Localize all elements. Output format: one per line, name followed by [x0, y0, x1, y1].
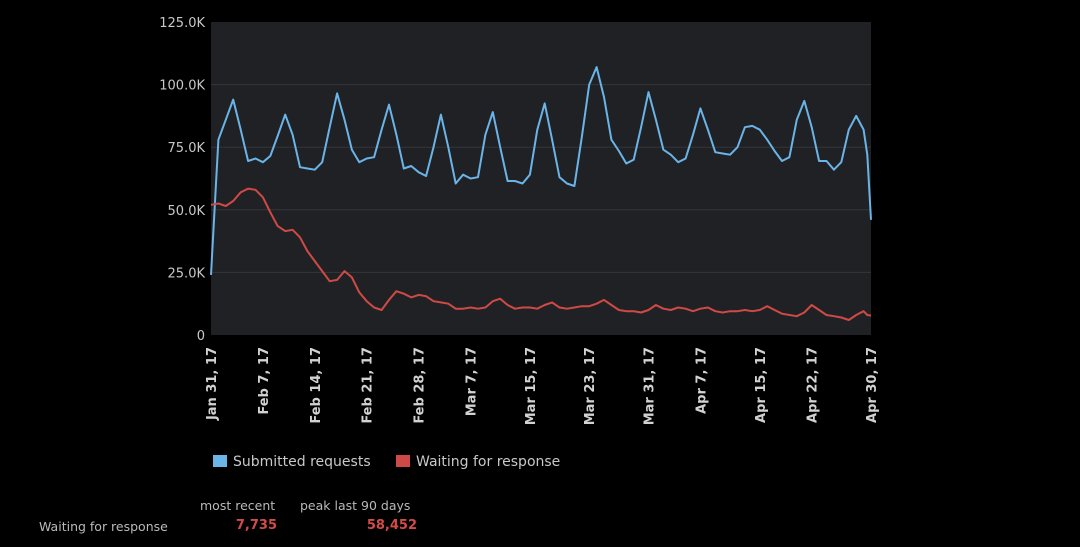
stats-header-peak: peak last 90 days: [300, 498, 411, 513]
x-tick-label-apr-15-17: Apr 15, 17: [754, 347, 769, 423]
y-tick-label-50-0k: 50.0K: [168, 204, 206, 219]
x-tick-label-jan-31-17: Jan 31, 17: [205, 347, 220, 421]
y-tick-label-0: 0: [197, 329, 205, 344]
x-tick-label-mar-15-17: Mar 15, 17: [524, 347, 539, 425]
legend: Submitted requests Waiting for response: [213, 454, 560, 470]
x-tick-label-feb-21-17: Feb 21, 17: [361, 347, 376, 424]
stats-peak-value: 58,452: [366, 518, 417, 533]
x-tick-label-mar-7-17: Mar 7, 17: [465, 347, 480, 416]
gridlines: [211, 84, 871, 273]
stats-most-recent-value: 7,735: [235, 518, 277, 533]
y-tick-label-75-0k: 75.0K: [168, 141, 206, 156]
stats-row-label: Waiting for response: [39, 519, 168, 534]
x-tick-label-feb-28-17: Feb 28, 17: [413, 347, 428, 424]
series-lines: [210, 66, 872, 321]
x-tick-label-feb-7-17: Feb 7, 17: [257, 347, 272, 415]
series-line-submitted-requests: [210, 66, 872, 275]
x-tick-label-mar-31-17: Mar 31, 17: [643, 347, 658, 425]
x-tick-label-apr-7-17: Apr 7, 17: [694, 347, 709, 414]
y-tick-label-100-0k: 100.0K: [159, 79, 205, 94]
legend-label-submitted-requests[interactable]: Submitted requests: [233, 454, 371, 470]
x-tick-label-apr-30-17: Apr 30, 17: [865, 347, 880, 423]
stats-header-most-recent: most recent: [200, 498, 276, 513]
stats-table: most recent peak last 90 days Waiting fo…: [0, 496, 1080, 542]
x-tick-label-apr-22-17: Apr 22, 17: [806, 347, 821, 423]
legend-swatch-submitted-requests[interactable]: [213, 455, 227, 467]
plot-area: [211, 22, 871, 335]
y-tick-label-25-0k: 25.0K: [168, 266, 206, 281]
x-tick-label-mar-23-17: Mar 23, 17: [583, 347, 598, 425]
legend-label-waiting-for-response[interactable]: Waiting for response: [416, 454, 560, 470]
series-line-waiting-for-response: [210, 187, 872, 321]
x-tick-label-feb-14-17: Feb 14, 17: [309, 347, 324, 424]
x-axis-ticks: Jan 31, 17 Feb 7, 17 Feb 14, 17 Feb 21, 17 F…: [205, 347, 880, 425]
y-axis-ticks: 0 25.0K 50.0K 75.0K 100.0K 125.0K: [159, 16, 205, 344]
y-tick-label-125-0k: 125.0K: [159, 16, 205, 31]
legend-swatch-waiting-for-response[interactable]: [396, 455, 410, 467]
